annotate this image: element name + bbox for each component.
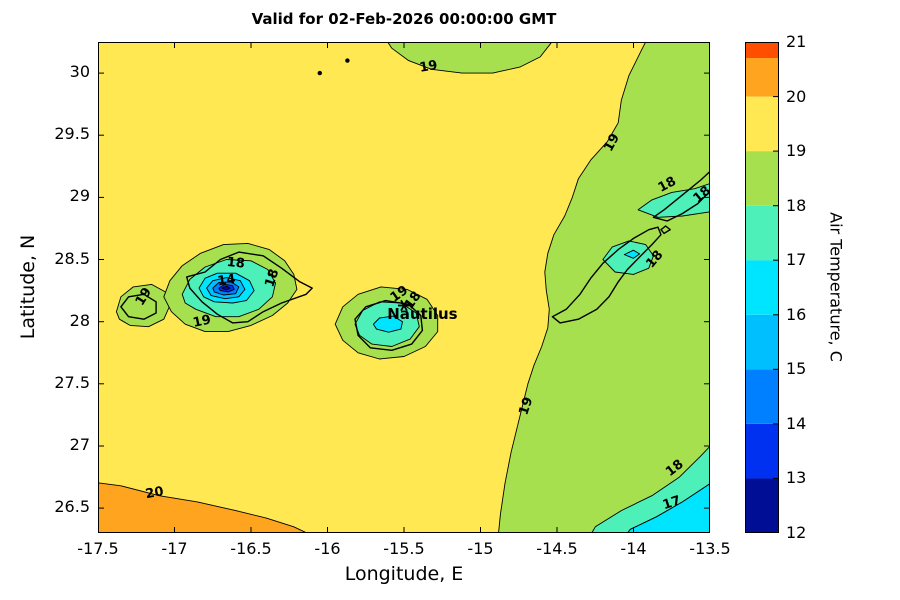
- colorbar-band: [745, 151, 779, 206]
- colorbar-band: [745, 478, 779, 533]
- colorbar-band: [745, 260, 779, 315]
- y-tick-label: 28.5: [54, 248, 90, 268]
- colorbar-tick-label: 18: [786, 195, 807, 215]
- contour-label: 14: [216, 272, 236, 289]
- chart-title: Valid for 02-Feb-2026 00:00:00 GMT: [251, 10, 557, 28]
- x-tick-label: -16: [314, 539, 341, 558]
- y-tick-label: 27.5: [54, 372, 90, 392]
- colorbar-cap: [745, 42, 779, 58]
- colorbar-tick-label: 15: [786, 359, 807, 379]
- contour-label: 19: [418, 58, 438, 76]
- contour-label: 20: [144, 484, 164, 502]
- region-fuerteventura-aqua: [602, 240, 654, 275]
- colorbar-tick-label: 12: [786, 523, 807, 542]
- colorbar-tick-label: 20: [786, 86, 807, 106]
- coastline-lobos: [660, 225, 671, 235]
- colorbar-band: [745, 314, 779, 370]
- colorbar-tick-label: 16: [786, 304, 807, 324]
- contour-label: 17: [661, 493, 683, 513]
- region-tenerife-navy: [221, 285, 231, 291]
- x-tick-label: -14: [620, 539, 647, 558]
- islet-dot: [345, 58, 350, 63]
- contour-label: 18: [262, 267, 282, 289]
- colorbar-tick-label: 21: [786, 32, 807, 51]
- contour-label: 19: [192, 312, 213, 330]
- x-tick-label: -13.5: [689, 539, 731, 558]
- contour-label: 18: [226, 255, 246, 272]
- colorbar-label: Air Temperature, C: [826, 212, 846, 362]
- y-tick-label: 29.5: [54, 124, 90, 144]
- colorbar-tick-label: 13: [786, 468, 807, 488]
- y-tick-label: 29: [69, 186, 90, 206]
- y-tick-label: 26.5: [54, 497, 90, 517]
- colorbar-band: [745, 205, 779, 261]
- plot-border: [98, 42, 710, 533]
- colorbar: [745, 42, 779, 533]
- y-tick-label: 28: [69, 310, 90, 330]
- coastline-fuerteventura: [551, 226, 662, 324]
- x-tick-label: -15: [467, 539, 494, 558]
- station-marker-icon: [400, 299, 408, 312]
- region-fuerteventura-cyan: [623, 249, 641, 259]
- coastline-tenerife: [186, 251, 313, 324]
- colorbar-tick-label: 19: [786, 141, 807, 161]
- region-grancanaria-cyan: [372, 315, 403, 333]
- islet-dot: [317, 70, 322, 76]
- region-cyan-southeast-corner: [627, 483, 710, 533]
- x-tick-label: -16.5: [230, 539, 272, 558]
- colorbar-band: [745, 423, 779, 479]
- colorbar-tick-label: 14: [786, 413, 807, 433]
- x-axis-label: Longitude, E: [344, 563, 464, 585]
- station-label: Nautilus: [387, 305, 457, 323]
- contour-label: 19: [516, 395, 536, 417]
- y-tick-label: 30: [69, 62, 90, 82]
- x-tick-label: -17: [161, 539, 188, 558]
- region-green-east: [498, 42, 710, 533]
- coastline-gran-canaria: [354, 299, 424, 351]
- colorbar-border: [745, 42, 779, 533]
- region-lanzarote-aqua: [637, 183, 710, 218]
- colorbar-tick-label: 17: [786, 250, 807, 270]
- x-tick-label: -14.5: [536, 539, 578, 558]
- x-tick-label: -15.5: [383, 539, 425, 558]
- y-tick-label: 27: [69, 434, 90, 454]
- coastline-lanzarote: [652, 170, 710, 222]
- x-tick-label: -17.5: [77, 539, 119, 558]
- region-green-top-strip: [387, 42, 552, 74]
- region-orange-southwest: [98, 482, 308, 533]
- colorbar-band: [745, 369, 779, 424]
- coastline-la-gomera: [120, 293, 157, 320]
- colorbar-band: [745, 96, 779, 152]
